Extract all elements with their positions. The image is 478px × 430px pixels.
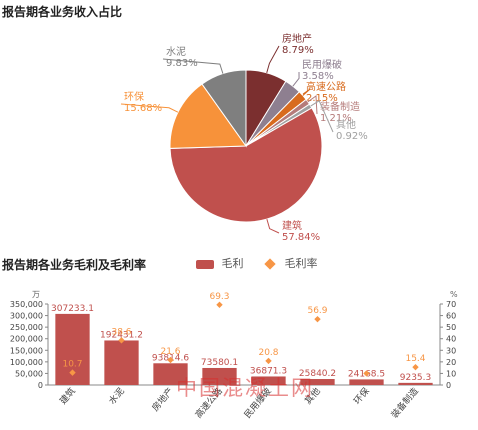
pie-slice-6 <box>169 83 247 149</box>
bar-chart-legend: 毛利 毛利率 <box>196 255 332 271</box>
y-right-tick-label: 20 <box>446 358 456 367</box>
y-left-tick-label: 150,000 <box>10 346 43 355</box>
y-left-unit: 万 <box>32 290 40 299</box>
margin-value-label-5: 56.9 <box>307 306 327 316</box>
x-tick-label-0: 建筑 <box>57 385 78 407</box>
watermark-text: 中国混凝土网 <box>176 376 314 400</box>
y-right-tick-label: 40 <box>446 335 456 344</box>
bar-value-label-7: 9235.3 <box>400 373 432 383</box>
bar-value-label-5: 25840.2 <box>299 369 336 379</box>
margin-value-label-0: 10.7 <box>62 360 82 370</box>
bar-7 <box>398 382 433 385</box>
margin-point-5 <box>314 315 321 323</box>
legend-item-gross-profit[interactable]: 毛利 <box>196 255 244 271</box>
pie-slice-7 <box>201 69 247 148</box>
pie-label-7: 水泥 <box>166 45 186 58</box>
legend-label-gross-margin: 毛利率 <box>284 257 318 270</box>
pie-chart-title: 报告期各业务收入占比 <box>2 5 123 19</box>
margin-value-label-1: 38.6 <box>111 327 131 337</box>
pie-label-2: 高速公路 <box>306 80 346 93</box>
pie-leader-0 <box>266 45 280 74</box>
pie-label-3: 装备制造 <box>320 100 360 113</box>
pie-leader-7 <box>162 58 224 74</box>
pie-label-6: 环保 <box>124 90 144 103</box>
legend-label-gross-profit: 毛利 <box>221 257 244 270</box>
margin-point-7 <box>412 363 419 371</box>
y-right-tick-label: 30 <box>446 346 456 355</box>
bar-2 <box>153 363 188 385</box>
y-left-tick-label: 200,000 <box>10 335 43 344</box>
y-right-unit: % <box>450 290 458 299</box>
x-tick-label-7: 装备制造 <box>388 385 420 420</box>
pie-leader-2 <box>302 88 311 96</box>
y-right-tick-label: 0 <box>446 381 451 390</box>
legend-swatch-bar <box>196 259 214 269</box>
pie-value-5: 57.84% <box>282 232 320 243</box>
bar-6 <box>349 379 384 385</box>
pie-leader-6 <box>120 103 179 113</box>
pie-value-7: 9.83% <box>166 58 198 69</box>
margin-point-1 <box>118 337 125 344</box>
pie-value-2: 2.15% <box>306 93 338 104</box>
pie-leader-5 <box>266 218 280 234</box>
y-left-tick-label: 0 <box>38 381 43 390</box>
x-tick-label-6: 环保 <box>351 385 372 407</box>
pie-label-5: 建筑 <box>282 219 302 232</box>
bar-value-label-4: 36871.3 <box>250 366 287 376</box>
y-left-tick-label: 250,000 <box>10 323 43 332</box>
pie-value-0: 8.79% <box>282 45 314 56</box>
pie-slice-5 <box>169 107 323 223</box>
margin-value-label-3: 69.3 <box>209 292 229 302</box>
margin-value-label-7: 15.4 <box>405 354 425 364</box>
x-tick-label-2: 房地产 <box>149 385 176 413</box>
y-right-tick-label: 10 <box>446 369 456 378</box>
pie-label-0: 房地产 <box>282 32 312 45</box>
margin-point-0 <box>69 369 76 376</box>
pie-value-3: 1.21% <box>320 113 352 124</box>
bar-chart-title: 报告期各业务毛利及毛利率 <box>2 258 147 272</box>
y-right-tick-label: 60 <box>446 312 456 321</box>
margin-value-label-4: 20.8 <box>258 348 278 358</box>
x-tick-label-1: 水泥 <box>106 385 127 407</box>
margin-point-2 <box>167 356 174 364</box>
bar-1 <box>104 340 139 385</box>
bar-value-label-3: 73580.1 <box>201 358 238 368</box>
legend-item-gross-margin[interactable]: 毛利率 <box>261 255 318 271</box>
margin-point-4 <box>265 357 272 365</box>
margin-point-6 <box>363 370 370 377</box>
y-left-tick-label: 300,000 <box>10 312 43 321</box>
bar-value-label-0: 307233.1 <box>51 304 94 314</box>
y-right-tick-label: 70 <box>446 300 456 309</box>
bar-5 <box>300 379 335 385</box>
y-left-tick-label: 100,000 <box>10 358 43 367</box>
bar-value-label-1: 192431.2 <box>100 330 143 340</box>
margin-value-label-2: 21.6 <box>160 347 180 357</box>
bar-3 <box>202 367 237 385</box>
pie-leader-4 <box>310 100 334 133</box>
pie-value-4: 0.92% <box>336 131 368 142</box>
pie-value-1: 3.58% <box>302 71 334 82</box>
pie-label-4: 其他 <box>336 118 356 131</box>
pie-leader-3 <box>307 95 318 115</box>
pie-label-1: 民用爆破 <box>302 58 342 71</box>
pie-value-6: 15.68% <box>124 103 162 114</box>
y-right-tick-label: 50 <box>446 323 456 332</box>
pie-leader-1 <box>292 71 300 87</box>
margin-point-3 <box>216 301 223 309</box>
y-left-tick-label: 350,000 <box>10 300 43 309</box>
bar-4 <box>251 376 286 385</box>
y-left-tick-label: 50,000 <box>15 369 43 378</box>
